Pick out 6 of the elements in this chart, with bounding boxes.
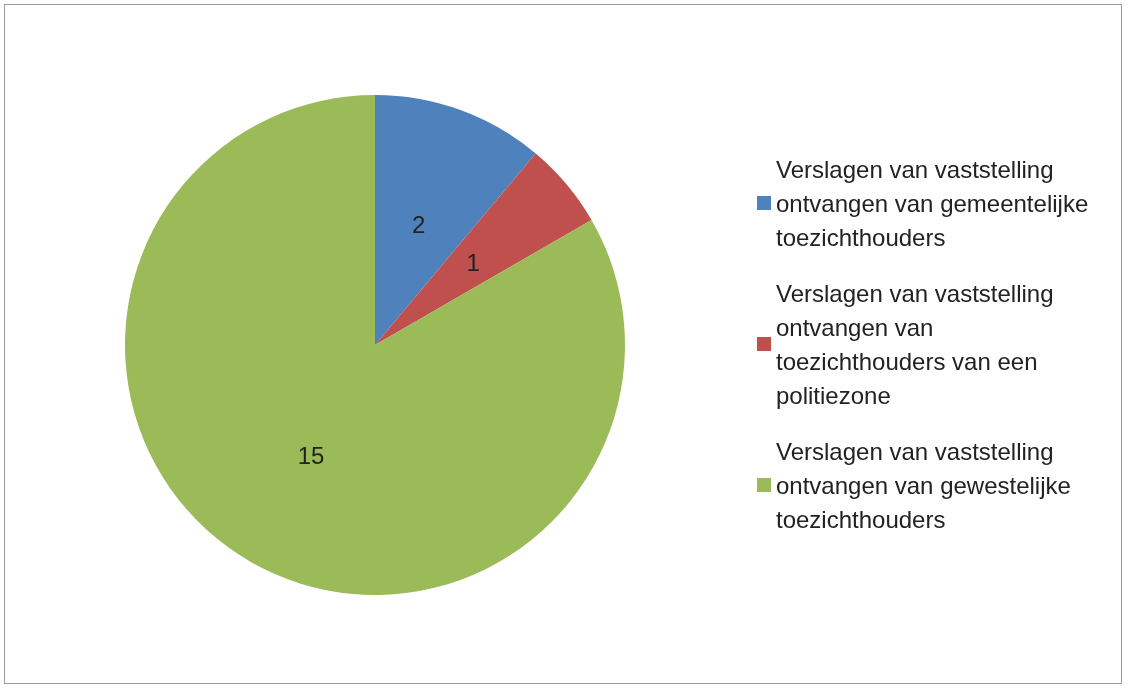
legend-label: Verslagen van vaststelling ontvangen van gewestelijke toezichthouders — [776, 437, 1078, 533]
data-label: 2 — [412, 211, 426, 239]
legend-label: Verslagen van vaststelling ontvangen van gemeentelijke toezichthouders — [776, 155, 1095, 251]
data-label: 15 — [297, 442, 325, 470]
legend-label: Verslagen van vaststelling ontvangen van toezichthouders van een politiezone — [776, 279, 1061, 409]
data-label: 1 — [466, 249, 480, 277]
